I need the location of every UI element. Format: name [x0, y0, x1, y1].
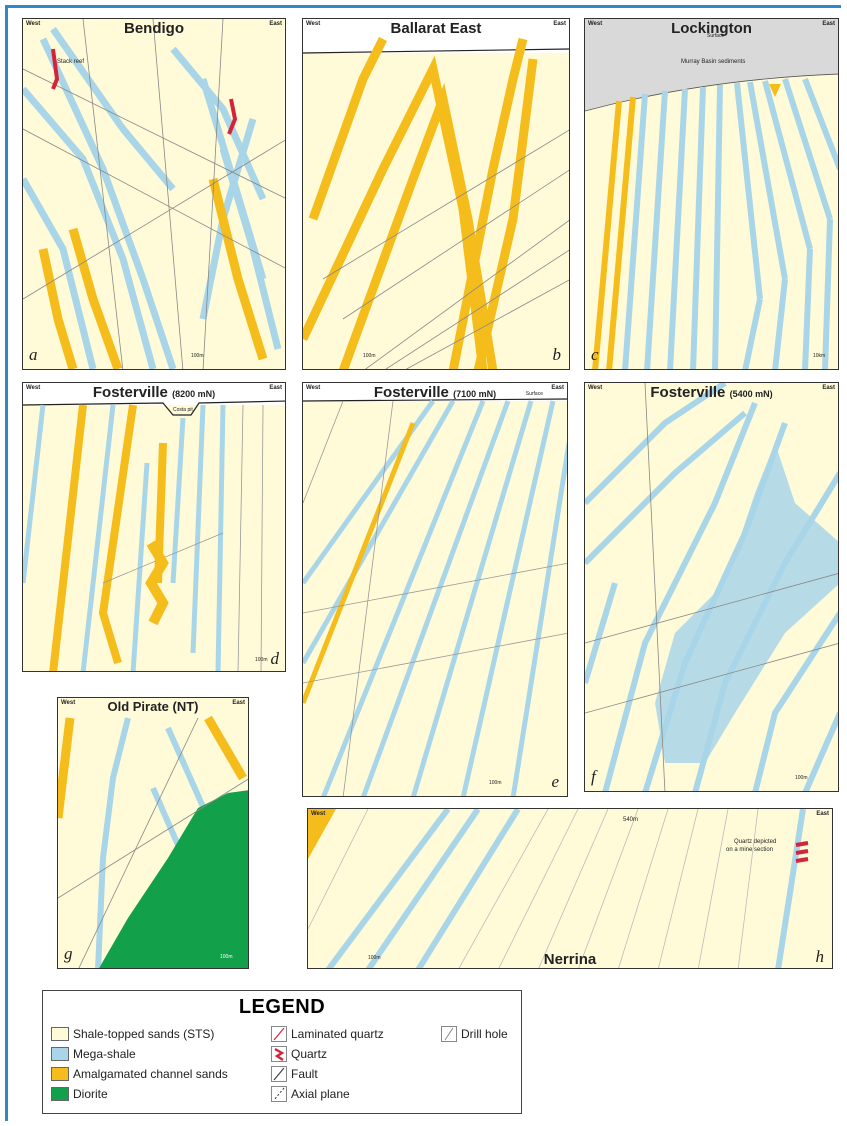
murray-basin-label: Murray Basin sediments — [681, 59, 746, 65]
panel-title: Ballarat East — [390, 20, 482, 37]
channel-sands-swatch — [51, 1067, 69, 1081]
panel-letter: h — [815, 947, 825, 966]
west-label: West — [26, 21, 41, 27]
diorite-swatch — [51, 1087, 69, 1101]
legend-sts: Shale-topped sands (STS) — [73, 1027, 215, 1041]
panel-letter: d — [270, 649, 280, 668]
panel-fosterville-5400: Fosterville (5400 mN) West East 100m f — [584, 382, 839, 792]
legend-axial-plane: Axial plane — [291, 1087, 350, 1101]
panel-title: Fosterville (7100 mN) — [303, 384, 567, 401]
fosterville-8200-section-drawing — [23, 383, 285, 671]
panel-lockington: Lockington West East Surface Murray Basi… — [584, 18, 839, 370]
west-label: West — [306, 21, 321, 27]
east-label: East — [816, 811, 829, 817]
legend-fault: Fault — [291, 1067, 318, 1081]
panel-title: Nerrina — [543, 951, 597, 968]
fault-icon — [271, 1066, 287, 1082]
panel-title: Lockington — [671, 20, 752, 37]
scale-label: 100m — [795, 775, 808, 781]
legend-mega-shale: Mega-shale — [73, 1047, 136, 1061]
panel-subtitle: (7100 mN) — [453, 389, 497, 399]
scale-label: 100m — [255, 657, 268, 663]
west-label: West — [306, 385, 321, 391]
panel-title-text: Fosterville — [373, 384, 449, 401]
legend-channel-sands: Amalgamated channel sands — [73, 1067, 228, 1081]
scale-label: 100m — [220, 954, 233, 960]
panel-title: Fosterville (8200 mN) — [23, 384, 285, 401]
west-label: West — [588, 385, 603, 391]
panel-letter: c — [591, 345, 599, 364]
legend-drill-hole: Drill hole — [461, 1027, 508, 1041]
sts-swatch — [51, 1027, 69, 1041]
quartz-note-2: on a mine section — [726, 847, 774, 853]
scale-label: 100m — [363, 353, 376, 359]
panel-old-pirate: Old Pirate (NT) West East 100m g — [57, 697, 249, 969]
panel-letter: f — [591, 767, 596, 786]
west-label: West — [61, 700, 76, 706]
legend-title: LEGEND — [238, 996, 326, 1018]
panel-letter: a — [29, 345, 38, 364]
axial-plane-icon — [271, 1086, 287, 1102]
panel-nerrina: West East 540m Quartz depicted on a mine… — [307, 808, 833, 969]
east-label: East — [822, 385, 835, 391]
west-label: West — [588, 21, 603, 27]
west-label: West — [26, 385, 41, 391]
panel-ballarat-east: Ballarat East West East 100m b — [302, 18, 570, 370]
nerrina-section-drawing — [308, 809, 809, 968]
scale-label: 100m — [368, 955, 381, 961]
panel-letter: b — [552, 345, 562, 364]
west-label: West — [311, 811, 326, 817]
drill-hole-icon — [441, 1026, 457, 1042]
ballarat-section-drawing — [303, 19, 569, 369]
lockington-section-drawing — [585, 19, 838, 369]
panel-letter: e — [551, 772, 559, 791]
panel-title: Bendigo — [124, 20, 184, 37]
panel-title: Fosterville (5400 mN) — [585, 384, 838, 401]
legend-quartz: Quartz — [291, 1047, 328, 1061]
panel-title-text: Fosterville — [650, 384, 726, 401]
panel-title: Old Pirate (NT) — [107, 699, 199, 714]
panel-fosterville-8200: Fosterville (8200 mN) West East Costa pi… — [22, 382, 286, 672]
east-label: East — [551, 385, 564, 391]
legend: LEGEND Shale-topped sands (STS) Mega-sha… — [42, 990, 522, 1114]
annotation-stack-reef: Stack reef — [57, 59, 85, 65]
panel-subtitle: (8200 mN) — [172, 389, 216, 399]
figure-frame — [5, 5, 841, 1121]
laminated-quartz-icon — [271, 1026, 287, 1042]
fosterville-7100-section-drawing — [303, 383, 567, 796]
east-label: East — [822, 21, 835, 27]
scale-label: 100m — [489, 780, 502, 786]
surface-label: Surface — [525, 391, 543, 397]
panel-bendigo: Bendigo West East Stack reef 100m a — [22, 18, 286, 370]
surface-label: Surface — [707, 33, 725, 39]
east-label: East — [232, 700, 245, 706]
east-label: East — [269, 385, 282, 391]
depth-label: 540m — [623, 817, 639, 823]
panel-title-text: Fosterville — [92, 384, 168, 401]
legend-diorite: Diorite — [73, 1087, 108, 1101]
panel-subtitle: (5400 mN) — [729, 389, 773, 399]
bendigo-section-drawing — [23, 19, 285, 369]
scale-label: 100m — [191, 353, 204, 359]
quartz-note: Quartz depicted — [734, 839, 777, 845]
fosterville-5400-section-drawing — [585, 383, 838, 791]
scale-label: 10km — [813, 353, 826, 359]
mega-shale-swatch — [51, 1047, 69, 1061]
costa-pit-label: Costa pit — [173, 407, 193, 413]
panel-letter: g — [64, 944, 73, 963]
east-label: East — [553, 21, 566, 27]
old-pirate-section-drawing — [58, 715, 248, 968]
quartz-icon — [271, 1046, 287, 1062]
east-label: East — [269, 21, 282, 27]
panel-fosterville-7100: Fosterville (7100 mN) West East Surface … — [302, 382, 568, 797]
legend-laminated-quartz: Laminated quartz — [291, 1027, 384, 1041]
